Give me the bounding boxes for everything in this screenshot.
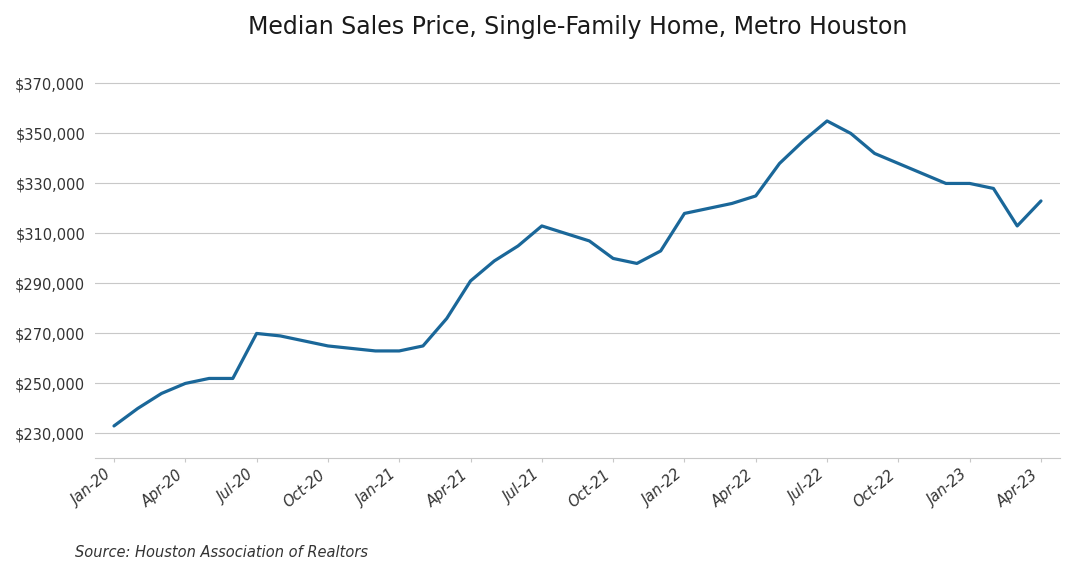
Title: Median Sales Price, Single-Family Home, Metro Houston: Median Sales Price, Single-Family Home, … xyxy=(248,15,907,39)
Text: Source: Houston Association of Realtors: Source: Houston Association of Realtors xyxy=(75,545,369,559)
